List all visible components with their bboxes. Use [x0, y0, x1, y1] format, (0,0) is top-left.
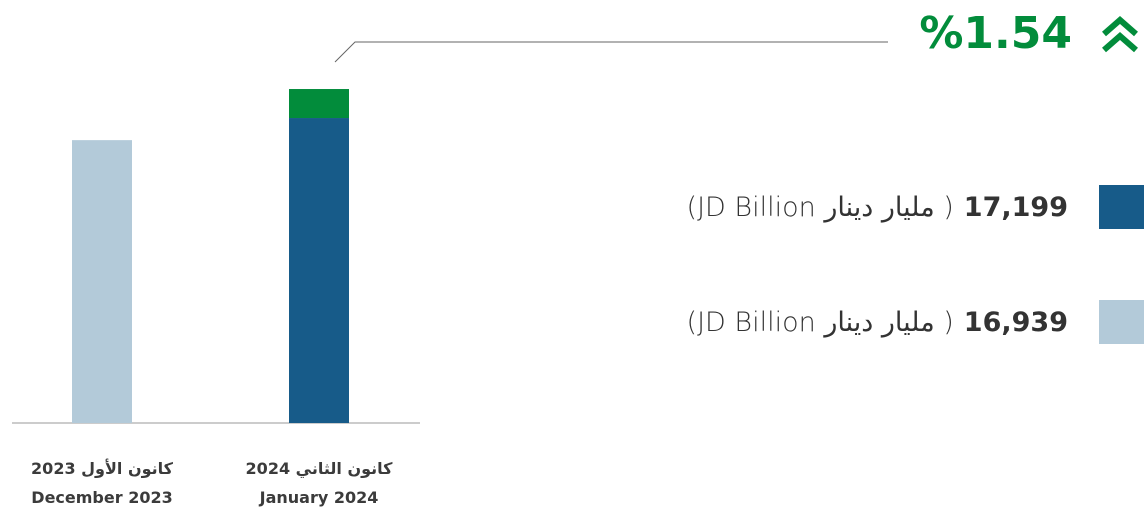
increase-cap	[289, 89, 349, 119]
category-label: December 2023	[31, 488, 172, 507]
legend-entry: 16,939 ( مليار دينار JD Billion)	[687, 300, 1068, 344]
bar	[72, 140, 132, 423]
legend-entry: 17,199 ( مليار دينار JD Billion)	[687, 185, 1068, 229]
legend-value: 17,199	[963, 191, 1068, 223]
legend-swatch	[1099, 185, 1144, 229]
up-icon	[1102, 16, 1138, 53]
bar	[289, 89, 349, 423]
legend-unit: ( مليار دينار JD Billion)	[686, 306, 954, 338]
leader-line	[334, 41, 888, 63]
category-label-ar: كانون الأول 2023	[31, 459, 174, 478]
bar-fill	[289, 118, 349, 423]
category-label-ar: كانون الثاني 2024	[246, 459, 394, 479]
category-label: January 2024	[259, 488, 379, 507]
bar-fill	[72, 140, 132, 423]
legend-unit: ( مليار دينار JD Billion)	[686, 191, 954, 223]
legend-value: 16,939	[963, 306, 1068, 338]
legend-swatch	[1099, 300, 1144, 344]
change-label: %1.54	[919, 8, 1072, 59]
